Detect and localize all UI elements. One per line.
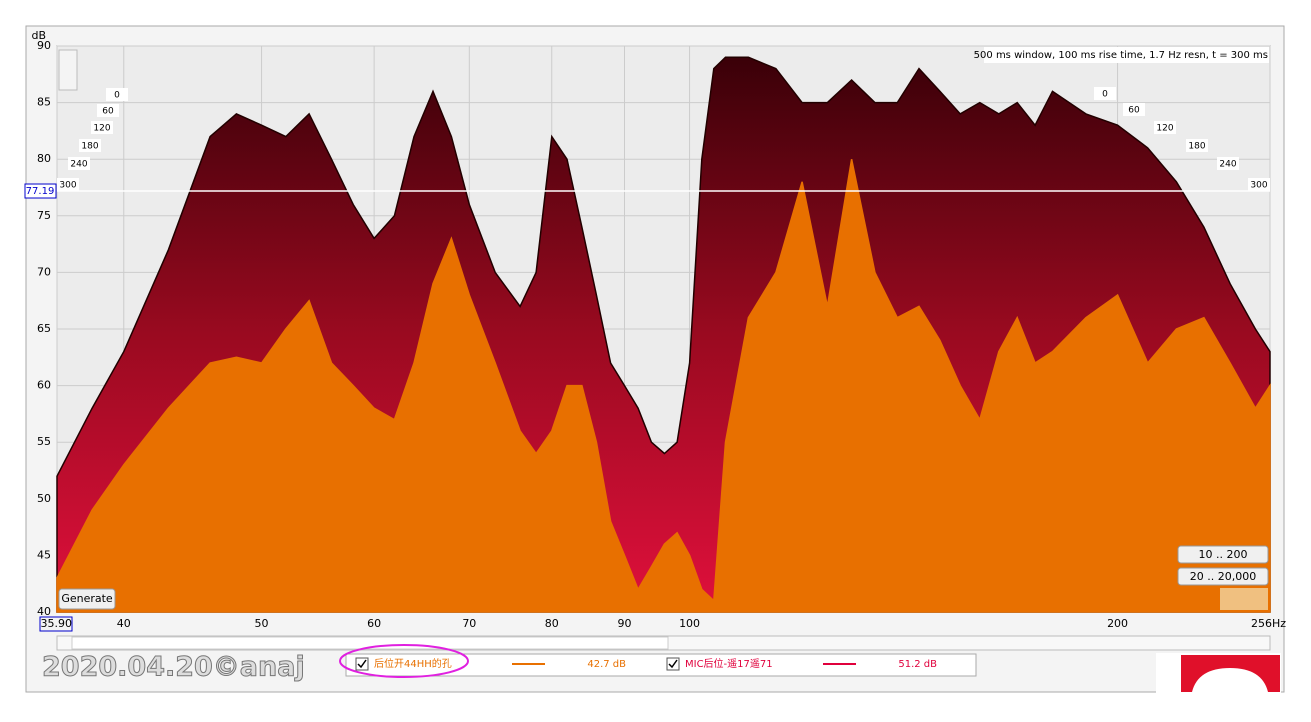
x-tick-label: 70 — [462, 617, 476, 630]
time-tick-label: 240 — [1219, 160, 1236, 170]
check — [668, 659, 678, 669]
cursor-box — [24, 183, 57, 199]
time-tick-box — [68, 157, 90, 170]
scroll-thumb[interactable] — [71, 636, 669, 650]
x-tick-label: 80 — [545, 617, 559, 630]
x-tick-label: 40 — [117, 617, 131, 630]
y-tick-label: 80 — [37, 152, 51, 165]
x-tick-label: 60 — [367, 617, 381, 630]
y-tick-label: 75 — [37, 209, 51, 222]
range-label: 10 .. 200 — [1199, 548, 1248, 561]
time-tick-box — [97, 104, 119, 117]
legend-name: 后位开44HH的孔 — [374, 657, 452, 670]
y-tick-label: 40 — [37, 605, 51, 618]
cursor-label: 77.19 — [26, 186, 55, 197]
y-tick-label: 55 — [37, 435, 51, 448]
x-tick-label: 256Hz — [1251, 617, 1286, 630]
plot — [56, 45, 1271, 613]
legend-name: MIC后位-遥17遥71 — [685, 657, 773, 670]
time-tick-box — [79, 139, 101, 152]
time-tick-label: 0 — [1102, 90, 1108, 100]
range-label: 20 .. 20,000 — [1190, 570, 1256, 583]
legend-level: 51.2 dB — [898, 659, 937, 670]
time-tick-label: 0 — [114, 91, 120, 101]
y-tick-label: 50 — [37, 492, 51, 505]
legend — [345, 653, 977, 677]
time-tick-box — [1123, 103, 1145, 116]
time-tick-box — [1154, 121, 1176, 134]
x-start-box — [39, 616, 73, 632]
watermark: 2020.04.20©anaj — [42, 652, 305, 683]
legend-items: 后位开44HH的孔 42.7 dB MIC后位-遥17遥71 51.2 dB — [355, 657, 937, 671]
time-tick-label: 300 — [1250, 181, 1267, 191]
y-tick-label: 45 — [37, 548, 51, 561]
x-tick-label: 200 — [1107, 617, 1128, 630]
legend-checkbox[interactable] — [666, 657, 680, 671]
x-tick-label: 90 — [618, 617, 632, 630]
highlight — [339, 644, 469, 678]
time-tick-label: 300 — [59, 181, 76, 191]
time-tick-label: 180 — [81, 142, 98, 152]
y-tick-label: 65 — [37, 322, 51, 335]
time-tick-label: 120 — [93, 124, 110, 134]
legend-checkbox[interactable] — [355, 657, 369, 671]
generate-button[interactable]: Generate — [58, 588, 116, 610]
info-box — [984, 47, 1269, 63]
time-tick-box — [1248, 178, 1270, 191]
y-axis-label: dB — [31, 29, 46, 42]
y-tick-label: 85 — [37, 96, 51, 109]
check — [357, 659, 367, 669]
x-tick-label: 50 — [255, 617, 269, 630]
time-tick-label: 60 — [1128, 106, 1140, 116]
y-tick-label: 70 — [37, 265, 51, 278]
time-tick-box — [91, 121, 113, 134]
time-tick-label: 120 — [1156, 124, 1173, 134]
range-button[interactable]: 20 .. 20,000 — [1177, 567, 1269, 586]
y-tick-label: 60 — [37, 379, 51, 392]
generate-label: Generate — [61, 592, 113, 605]
time-tick-box — [1094, 87, 1116, 100]
y-tick-label: 90 — [37, 39, 51, 52]
x-tick-label: 100 — [679, 617, 700, 630]
time-tick-box — [1217, 157, 1239, 170]
zoom-tools[interactable] — [58, 49, 78, 91]
legend-level: 42.7 dB — [587, 659, 626, 670]
info: 500 ms window, 100 ms rise time, 1.7 Hz … — [974, 50, 1268, 61]
time-tick-label: 60 — [102, 107, 114, 117]
logo — [1181, 655, 1280, 692]
range-button[interactable]: 10 .. 200 — [1177, 545, 1269, 564]
time-tick-label: 180 — [1188, 142, 1205, 152]
zoom-tools[interactable] — [1220, 588, 1268, 610]
x-tick-label: 35.90 — [41, 617, 73, 630]
time-tick-label: 240 — [70, 160, 87, 170]
time-tick-box — [106, 88, 128, 101]
time-tick-box — [57, 178, 79, 191]
time-tick-box — [1186, 139, 1208, 152]
series-area — [56, 159, 1271, 613]
